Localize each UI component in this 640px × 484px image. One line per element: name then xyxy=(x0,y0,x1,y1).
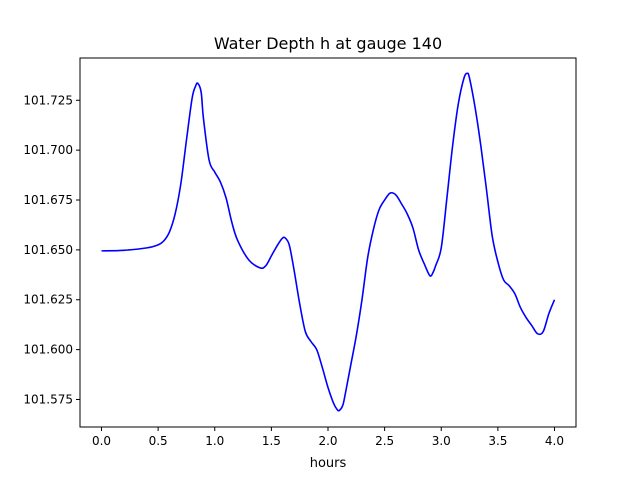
y-axis-ticks: 101.575 101.600 101.625 101.650 101.675 101.7… xyxy=(23,93,80,406)
y-tick-label: 101.600 xyxy=(23,343,73,357)
x-tick-label: 0.0 xyxy=(92,434,111,448)
x-tick-label: 4.0 xyxy=(545,434,564,448)
plot-area-frame xyxy=(79,57,577,428)
x-axis-ticks: 0.0 0.5 1.0 1.5 2.0 2.5 3.0 3.5 4.0 xyxy=(92,427,564,448)
x-axis-label: hours xyxy=(310,456,347,471)
x-tick-label: 1.0 xyxy=(205,434,224,448)
y-tick-label: 101.725 xyxy=(23,93,73,107)
y-tick-label: 101.625 xyxy=(23,293,73,307)
x-tick-label: 3.0 xyxy=(432,434,451,448)
series-line-water-depth xyxy=(101,72,556,412)
y-tick-label: 101.650 xyxy=(23,243,73,257)
chart-title: Water Depth h at gauge 140 xyxy=(214,34,442,53)
x-tick-label: 2.5 xyxy=(375,434,394,448)
x-tick-label: 1.5 xyxy=(262,434,281,448)
y-tick-label: 101.575 xyxy=(23,392,73,406)
series-layer xyxy=(101,72,556,412)
y-tick-label: 101.700 xyxy=(23,143,73,157)
x-tick-label: 2.0 xyxy=(318,434,337,448)
y-tick-label: 101.675 xyxy=(23,193,73,207)
x-tick-label: 3.5 xyxy=(488,434,507,448)
x-tick-label: 0.5 xyxy=(149,434,168,448)
